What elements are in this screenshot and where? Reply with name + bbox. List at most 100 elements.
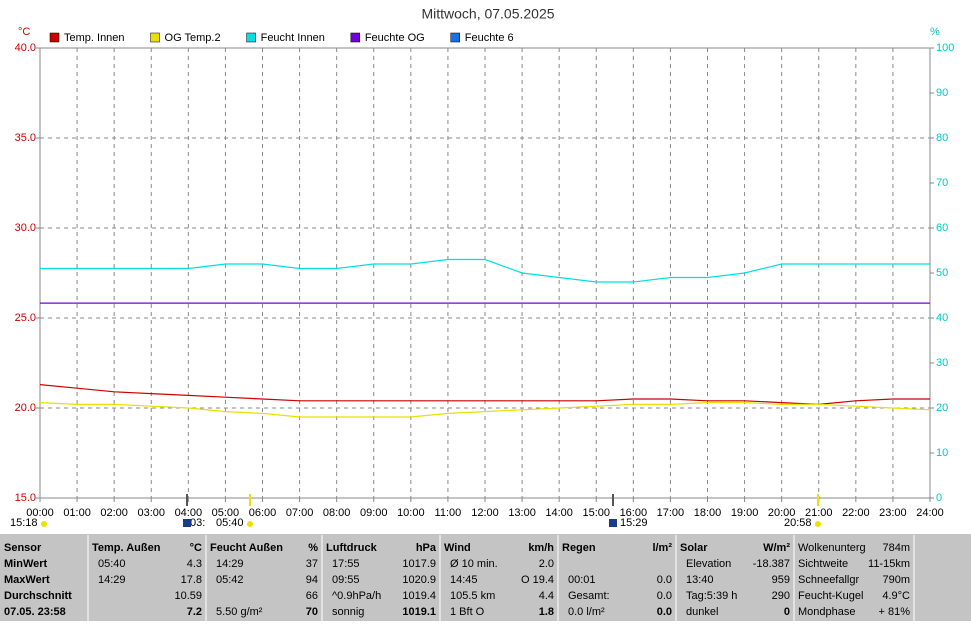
y-tick-label: 35.0 <box>15 132 36 144</box>
legend-label: Feuchte OG <box>365 32 425 44</box>
x-tick-label: 21:00 <box>805 507 833 519</box>
sun-icon <box>815 521 821 527</box>
annotation: 05:40 <box>216 517 244 529</box>
cell-label: sonnig <box>332 606 364 618</box>
cell-value: 94 <box>306 574 318 586</box>
cell-label: Gesamt: <box>568 590 610 602</box>
y-tick-label: 20.0 <box>15 402 36 414</box>
x-tick-label: 13:00 <box>508 507 536 519</box>
cell-label: dunkel <box>686 606 718 618</box>
cell-value: 1.8 <box>539 606 554 618</box>
cell-label: Schneefallgr <box>798 574 859 586</box>
cell-label: Feucht-Kugel <box>798 590 863 602</box>
x-tick-label: 01:00 <box>63 507 91 519</box>
x-tick-label: 04:00 <box>175 507 203 519</box>
panel-unit: l/m² <box>652 542 672 554</box>
cell-label: 17:55 <box>332 558 360 570</box>
plot-frame <box>39 47 931 499</box>
legend-label: Feucht Innen <box>261 32 325 44</box>
cell-label: 00:01 <box>568 574 596 586</box>
y2-tick-label: 40 <box>936 312 948 324</box>
legend-label: Feuchte 6 <box>465 32 514 44</box>
series-line <box>39 384 930 406</box>
cell-value: 10.59 <box>174 590 202 602</box>
cell-value: 2.0 <box>539 558 554 570</box>
y2-tick-label: 100 <box>936 42 954 54</box>
x-tick-label: 06:00 <box>249 507 277 519</box>
cell-label: Ø 10 min. <box>450 558 498 570</box>
cell-value: 790m <box>882 574 910 586</box>
cell-value: 37 <box>306 558 318 570</box>
x-tick-label: 08:00 <box>323 507 351 519</box>
cell-value: 1019.1 <box>402 606 436 618</box>
x-tick-label: 11:00 <box>435 507 462 519</box>
panel-header: Luftdruck <box>326 542 378 554</box>
x-tick-label: 09:00 <box>360 507 388 519</box>
x-tick-label: 14:00 <box>545 507 573 519</box>
y2-tick-label: 30 <box>936 357 948 369</box>
cell-label: 05:42 <box>216 574 244 586</box>
cell-label: 14:45 <box>450 574 478 586</box>
cell-value: 1019.4 <box>402 590 436 602</box>
cell-label: 5.50 g/m² <box>216 606 263 618</box>
cell-label: 1 Bft O <box>450 606 485 618</box>
row-label: MinWert <box>4 558 48 570</box>
x-tick-label: 05:00 <box>212 507 240 519</box>
annotation: 03: <box>190 517 205 529</box>
y2-tick-label: 80 <box>936 132 948 144</box>
cell-value: 959 <box>772 574 790 586</box>
x-tick-label: 23:00 <box>879 507 907 519</box>
annotation: 15:29 <box>620 517 648 529</box>
cell-label: 0.0 l/m² <box>568 606 605 618</box>
cell-label: 09:55 <box>332 574 360 586</box>
panel-unit: °C <box>190 542 202 554</box>
cell-value: 784m <box>882 542 910 554</box>
panel-unit: % <box>308 542 318 554</box>
cell-value: 0.0 <box>657 574 672 586</box>
cell-value: 4.4 <box>539 590 554 602</box>
legend-swatch <box>450 32 460 43</box>
panel-header: Regen <box>562 542 596 554</box>
series-line <box>39 402 931 418</box>
cell-value: 17.8 <box>181 574 202 586</box>
cell-value: 4.3 <box>187 558 202 570</box>
x-tick-label: 20:00 <box>768 507 796 519</box>
panel-header: Feucht Außen <box>210 542 283 554</box>
y-tick-label: 25.0 <box>15 312 36 324</box>
y2-axis-label: % <box>930 26 940 38</box>
cell-value: 66 <box>306 590 318 602</box>
cell-value: -18.387 <box>753 558 790 570</box>
x-tick-label: 12:00 <box>471 507 499 519</box>
sun-icon <box>247 521 253 527</box>
cell-value: 4.9°C <box>882 590 910 602</box>
cell-value: + 81% <box>879 606 911 618</box>
y-tick-label: 40.0 <box>15 42 36 54</box>
series-line <box>40 258 930 283</box>
cell-label: 13:40 <box>686 574 714 586</box>
chart-title: Mittwoch, 07.05.2025 <box>421 6 554 22</box>
cell-label: 14:29 <box>98 574 126 586</box>
x-tick-label: 07:00 <box>286 507 314 519</box>
cell-value: 0 <box>784 606 790 618</box>
cell-value: 11-15km <box>868 558 910 570</box>
cell-label: Sichtweite <box>798 558 848 570</box>
row-label: 07.05. 23:58 <box>4 606 66 618</box>
x-tick-label: 03:00 <box>137 507 165 519</box>
moon-icon <box>609 519 617 527</box>
panel-header: Sensor <box>4 542 42 554</box>
panel-unit: hPa <box>416 542 437 554</box>
row-label: MaxWert <box>4 574 50 586</box>
cell-label: Elevation <box>686 558 731 570</box>
legend-swatch <box>150 32 160 43</box>
cell-value: O 19.4 <box>521 574 554 586</box>
x-tick-label: 15:00 <box>582 507 610 519</box>
y2-tick-label: 10 <box>936 447 948 459</box>
y2-tick-label: 50 <box>936 267 948 279</box>
x-tick-label: 24:00 <box>916 507 944 519</box>
moon-icon <box>183 519 191 527</box>
cell-label: Mondphase <box>798 606 856 618</box>
y2-tick-label: 0 <box>936 492 942 504</box>
cell-label: Tag:5:39 h <box>686 590 737 602</box>
x-tick-label: 02:00 <box>100 507 128 519</box>
